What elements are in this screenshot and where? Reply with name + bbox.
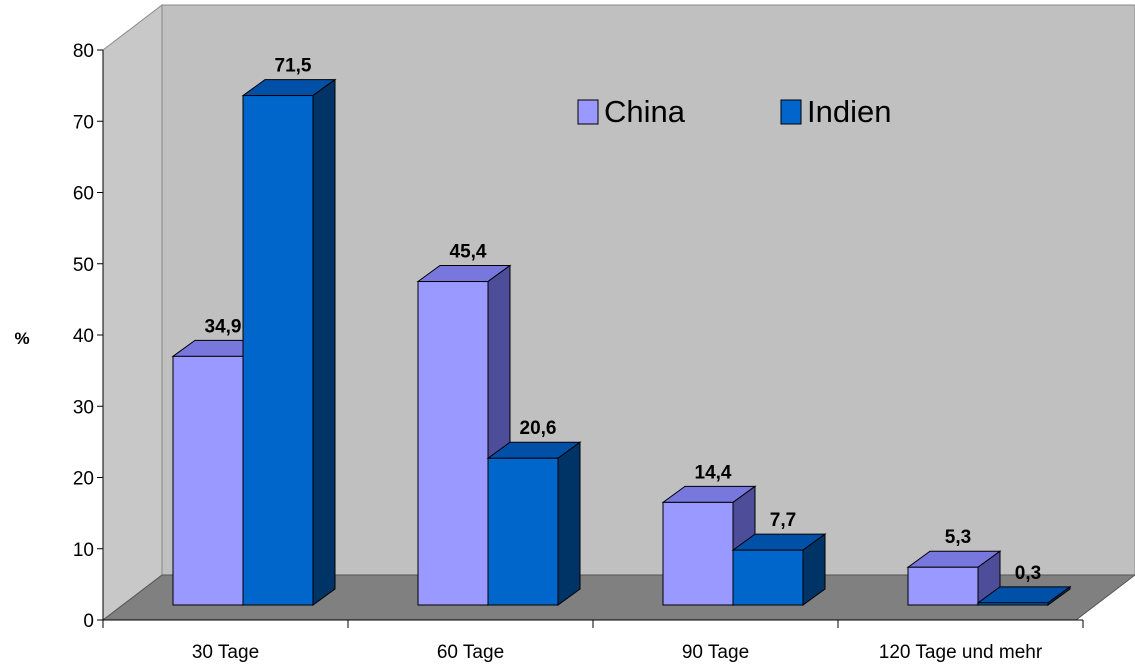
y-tick-label: 0 [83,611,94,632]
y-tick-label: 10 [73,540,94,561]
bar-indien-1 [241,78,337,606]
bar-side-face [557,441,581,606]
bar-china-4 [906,550,1002,606]
bar-front-face [662,501,734,606]
legend: China Indien [577,94,891,129]
bar-front-face [977,602,1049,606]
data-label: 14,4 [695,462,732,483]
y-axis-title: % [14,329,29,348]
data-label: 20,6 [520,418,557,439]
x-tick-label: 30 Tage [192,642,259,663]
y-tick-label: 50 [73,255,94,276]
bar-front-face [732,549,804,606]
y-tick-label: 80 [73,41,94,62]
x-tick-label: 90 Tage [682,642,749,663]
data-label: 7,7 [770,510,796,531]
bar-front-face [907,566,979,606]
bar-front-face [172,355,244,606]
bar-indien-2 [486,441,582,606]
data-label: 71,5 [275,56,312,77]
chart-side-wall [102,3,163,622]
legend-swatch-indien [780,99,802,125]
y-tick-label: 30 [73,397,94,418]
x-tick-label: 120 Tage und mehr [879,642,1043,663]
bar-front-face [417,281,489,606]
bar-indien-4 [976,585,1072,606]
data-label: 0,3 [1015,563,1041,584]
bar-front-face [487,457,559,606]
x-tick-label: 60 Tage [437,642,504,663]
data-label: 34,9 [205,316,242,337]
y-tick-label: 40 [73,326,94,347]
data-label: 45,4 [450,242,487,263]
y-tick-label: 70 [73,112,94,133]
y-tick-label: 60 [73,184,94,205]
legend-label-indien: Indien [807,94,891,129]
bar-side-face [312,78,336,606]
bar-indien-3 [731,533,827,606]
y-tick-label: 20 [73,469,94,490]
bar-front-face [242,95,314,606]
legend-label-china: China [604,94,686,129]
data-label: 5,3 [945,527,971,548]
legend-swatch-china [577,99,599,125]
